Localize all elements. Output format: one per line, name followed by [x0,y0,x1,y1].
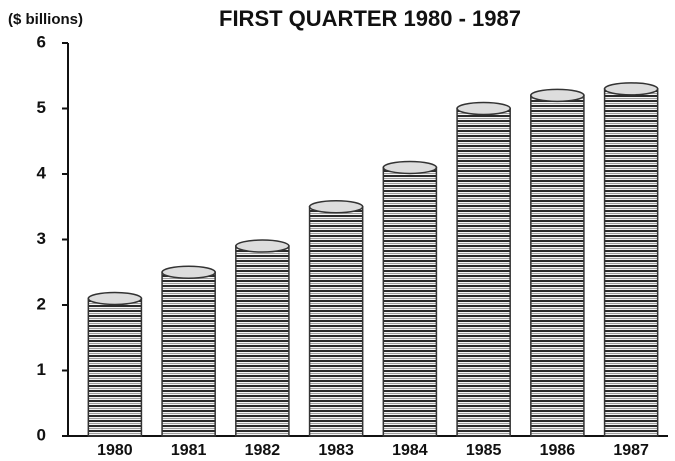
coin-top [603,82,659,96]
x-tick-label: 1983 [318,442,354,459]
x-tick-label: 1980 [97,442,133,459]
y-tick-label: 2 [37,294,46,313]
coin-top [382,160,438,175]
coin-top [456,101,511,116]
bar [235,245,290,437]
x-tick-label: 1987 [613,442,649,459]
x-tick-label: 1981 [171,442,207,459]
x-tick-label: 1984 [392,442,428,459]
coin-top [161,265,216,279]
y-tick-label: 5 [37,98,46,117]
x-tick-label: 1985 [466,442,502,459]
bar [382,166,438,437]
coin-top [308,200,364,214]
y-tick-label: 0 [37,425,46,444]
y-tick-label: 1 [37,360,46,379]
y-tick-label: 3 [37,229,46,248]
bar [308,206,364,437]
coin-top [235,239,290,253]
bar [603,88,659,437]
chart-title: FIRST QUARTER 1980 - 1987 [219,6,521,31]
y-tick-label: 6 [37,32,46,51]
bar [530,94,585,437]
y-tick-label: 4 [37,163,47,182]
bar [456,107,511,437]
bar [161,271,216,437]
x-tick-label: 1982 [245,442,281,459]
coin-top [530,88,585,103]
x-tick-label: 1986 [540,442,576,459]
bar [87,297,143,437]
y-axis-label: ($ billions) [8,11,83,28]
coin-top [87,291,143,306]
